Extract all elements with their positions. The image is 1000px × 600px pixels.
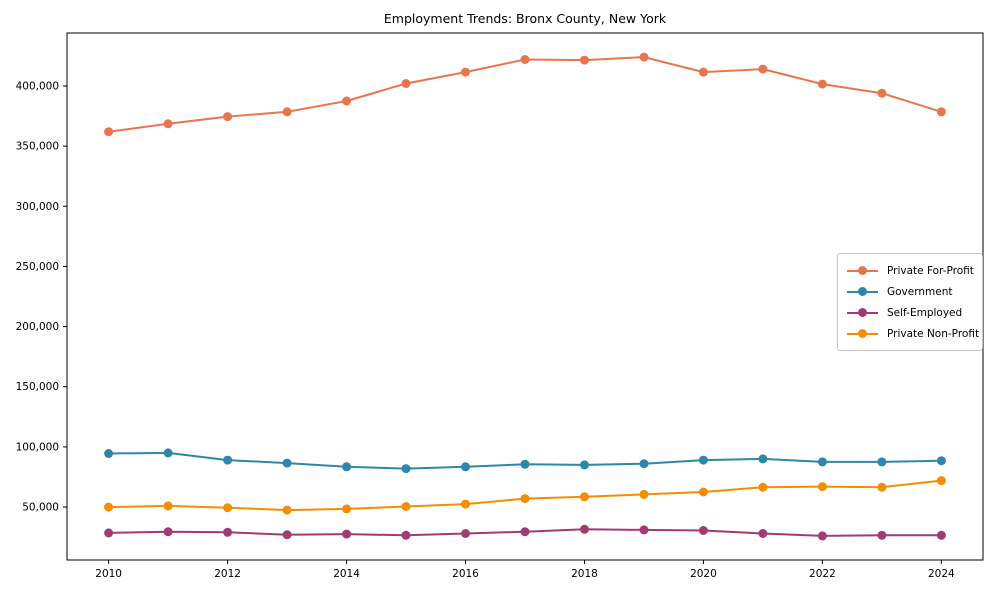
data-point-marker [520,55,530,64]
data-point-marker [401,502,411,511]
data-point-marker [520,459,530,469]
data-point-marker [223,527,233,537]
data-point-marker [163,527,173,537]
data-point-marker [520,527,530,537]
x-axis-tick-label: 2016 [452,568,479,580]
series-line-private-for-profit [107,56,943,133]
data-point-marker [936,530,946,540]
data-point-marker [342,504,352,514]
x-axis-tick-label: 2018 [571,568,598,580]
data-point-marker [580,460,589,470]
data-point-marker [639,489,649,499]
x-axis-tick-label: 2020 [690,568,717,580]
data-point-marker [936,476,946,486]
data-point-marker [639,525,649,535]
x-axis-tick-label: 2010 [95,568,122,580]
data-point-marker [877,457,887,467]
data-point-marker [282,505,292,515]
data-point-marker [698,487,708,497]
data-point-marker [342,529,352,539]
data-point-marker [163,501,173,511]
data-point-marker [223,112,233,122]
y-axis-tick-label: 150,000 [16,381,59,393]
data-point-marker [698,526,708,535]
x-axis-tick-label: 2022 [809,568,836,580]
data-point-marker [817,531,827,541]
x-axis-tick-label: 2024 [928,568,955,580]
legend-marker-icon [858,287,867,296]
x-axis-tick-label: 2014 [333,568,360,580]
data-point-marker [580,524,589,534]
data-point-marker [104,127,114,137]
data-point-marker [342,462,352,472]
legend-label: Government [887,285,953,298]
legend-swatch-self-employed [847,308,878,318]
y-axis-tick-label: 250,000 [16,261,59,273]
data-point-marker [104,449,114,458]
legend: Private For-Profit Government Self-Emplo… [837,253,983,351]
legend-marker-icon [858,308,867,317]
data-point-marker [520,494,530,504]
y-axis-tick-label: 300,000 [16,201,59,213]
legend-label: Private Non-Profit [887,327,980,340]
data-point-marker [282,530,292,540]
data-point-marker [698,67,708,77]
data-point-marker [877,530,887,540]
data-point-marker [401,464,411,474]
data-point-marker [877,88,887,98]
data-point-marker [461,67,470,77]
data-point-marker [580,492,589,502]
data-point-marker [104,502,114,512]
y-axis-tick-label: 50,000 [22,502,59,514]
plot-border [66,32,984,561]
legend-label: Private For-Profit [887,264,974,277]
data-point-marker [163,448,173,458]
legend-marker-icon [858,266,867,275]
y-axis-tick-label: 100,000 [16,441,59,453]
data-point-marker [758,454,768,464]
data-point-marker [758,529,768,538]
data-point-marker [401,79,411,88]
y-axis-tick-label: 350,000 [16,141,59,153]
legend-item-private-non-profit: Private Non-Profit [847,323,979,344]
y-axis-tick-label: 400,000 [16,80,59,92]
data-point-marker [282,458,292,468]
data-point-marker [758,482,768,492]
data-point-marker [817,457,827,467]
data-point-marker [223,455,233,465]
legend-item-self-employed: Self-Employed [847,302,974,323]
data-point-marker [758,64,768,74]
data-point-marker [461,499,470,509]
data-point-marker [639,52,649,62]
legend-item-government: Government [847,281,974,302]
data-point-marker [401,530,411,540]
y-axis-tick-label: 200,000 [16,321,59,333]
data-point-marker [698,455,708,465]
data-point-marker [342,96,352,106]
legend-swatch-private-non-profit [847,329,878,339]
chart-title: Employment Trends: Bronx County, New Yor… [383,11,667,26]
data-point-marker [817,79,827,89]
data-point-marker [223,503,233,513]
data-point-marker [817,482,827,492]
legend-label: Self-Employed [887,306,963,319]
data-point-marker [461,462,470,472]
legend-swatch-private-for-profit [847,266,878,276]
legend-swatch-government [847,287,878,297]
legend-marker-icon [858,329,867,338]
data-point-marker [877,482,887,492]
data-point-marker [936,107,946,117]
data-point-marker [104,528,114,538]
x-axis-tick-label: 2012 [214,568,241,580]
data-point-marker [163,119,173,129]
data-point-marker [580,55,589,65]
legend-item-private-for-profit: Private For-Profit [847,260,974,281]
data-point-marker [282,107,292,117]
data-point-marker [936,456,946,466]
data-point-marker [639,459,649,469]
data-point-marker [461,529,470,538]
